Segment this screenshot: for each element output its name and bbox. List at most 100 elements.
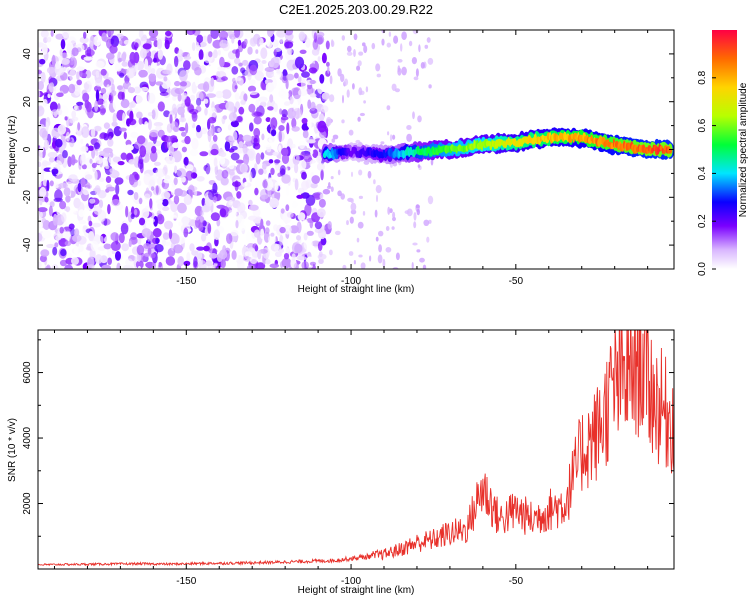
noise-blob xyxy=(38,207,48,213)
noise-blob xyxy=(219,39,229,49)
noise-blob xyxy=(331,138,336,143)
noise-blob xyxy=(321,92,330,100)
noise-blob xyxy=(101,32,107,42)
noise-blob xyxy=(174,80,181,87)
noise-blob xyxy=(114,177,124,185)
noise-blob xyxy=(277,172,282,177)
noise-blob xyxy=(342,94,344,104)
noise-blob xyxy=(60,58,70,65)
noise-blob xyxy=(397,67,402,76)
noise-blob xyxy=(208,51,213,58)
noise-blob xyxy=(327,221,332,230)
noise-blob xyxy=(244,181,248,187)
noise-blob xyxy=(268,159,274,164)
noise-blob xyxy=(161,206,170,212)
noise-blob xyxy=(253,116,262,125)
noise-blob xyxy=(106,186,116,192)
noise-blob xyxy=(357,116,361,122)
noise-blob xyxy=(239,163,248,174)
noise-blob xyxy=(294,178,299,191)
noise-blob xyxy=(427,57,434,65)
noise-blob xyxy=(316,155,322,163)
noise-blob xyxy=(346,89,350,98)
noise-blob xyxy=(47,93,51,99)
noise-blob xyxy=(231,36,235,44)
noise-blob xyxy=(172,107,178,115)
colorbar-tick-label: 0.8 xyxy=(697,70,708,84)
noise-blob xyxy=(387,206,391,215)
noise-blob xyxy=(133,192,139,200)
noise-blob xyxy=(306,230,314,236)
noise-blob xyxy=(226,233,233,245)
noise-blob xyxy=(422,264,427,269)
noise-blob xyxy=(286,73,295,81)
x-tick-label: -100 xyxy=(341,576,361,587)
noise-blob xyxy=(281,174,291,184)
noise-blob xyxy=(112,112,117,125)
noise-blob xyxy=(283,253,290,260)
noise-blob xyxy=(95,78,103,87)
noise-blob xyxy=(282,237,288,248)
noise-blob xyxy=(273,69,282,79)
noise-blob xyxy=(198,260,207,269)
noise-blob xyxy=(115,183,120,196)
noise-blob xyxy=(103,99,108,109)
noise-blob xyxy=(389,134,393,142)
noise-blob xyxy=(301,180,310,191)
noise-blob xyxy=(159,91,169,97)
noise-blob xyxy=(64,264,73,269)
noise-blob xyxy=(191,138,199,150)
noise-blob xyxy=(144,121,149,128)
noise-blob xyxy=(232,181,241,188)
noise-blob xyxy=(80,138,84,145)
noise-blob xyxy=(64,240,72,247)
noise-blob xyxy=(238,62,243,67)
noise-blob xyxy=(163,241,172,246)
noise-blob xyxy=(294,243,303,254)
noise-blob xyxy=(406,208,413,217)
noise-blob xyxy=(216,218,221,227)
noise-blob xyxy=(289,96,294,105)
noise-blob xyxy=(278,248,285,253)
noise-blob xyxy=(161,78,171,90)
noise-blob xyxy=(381,30,386,34)
noise-blob xyxy=(349,216,354,224)
noise-blob xyxy=(135,260,144,269)
noise-blob xyxy=(195,44,201,52)
noise-blob xyxy=(253,137,258,143)
noise-blob xyxy=(222,115,228,120)
noise-blob xyxy=(42,161,52,166)
noise-blob xyxy=(188,202,195,215)
noise-blob xyxy=(426,37,431,43)
noise-blob xyxy=(291,253,296,262)
noise-blob xyxy=(298,256,307,261)
noise-blob xyxy=(86,264,95,269)
y-tick-label: -40 xyxy=(22,237,33,252)
spectrogram-x-label: Height of straight line (km) xyxy=(298,284,415,295)
noise-blob xyxy=(151,109,156,120)
noise-blob xyxy=(209,107,217,119)
noise-blob xyxy=(219,156,226,165)
noise-blob xyxy=(63,187,71,197)
noise-blob xyxy=(138,117,143,125)
noise-blob xyxy=(148,73,157,82)
noise-blob xyxy=(279,165,286,175)
noise-blob xyxy=(55,33,64,40)
noise-blob xyxy=(129,174,135,186)
noise-blob xyxy=(231,66,239,75)
noise-blob xyxy=(107,257,112,265)
noise-blob xyxy=(235,101,240,109)
noise-blob xyxy=(265,36,271,47)
noise-blob xyxy=(299,49,307,54)
noise-blob xyxy=(148,179,155,191)
noise-blob xyxy=(165,135,173,143)
noise-blob xyxy=(375,63,381,72)
noise-blob xyxy=(186,30,196,36)
noise-blob xyxy=(93,142,101,150)
noise-blob xyxy=(263,180,268,189)
noise-blob xyxy=(283,101,291,106)
noise-blob xyxy=(155,185,159,195)
noise-blob xyxy=(134,173,140,181)
noise-blob xyxy=(227,124,232,131)
